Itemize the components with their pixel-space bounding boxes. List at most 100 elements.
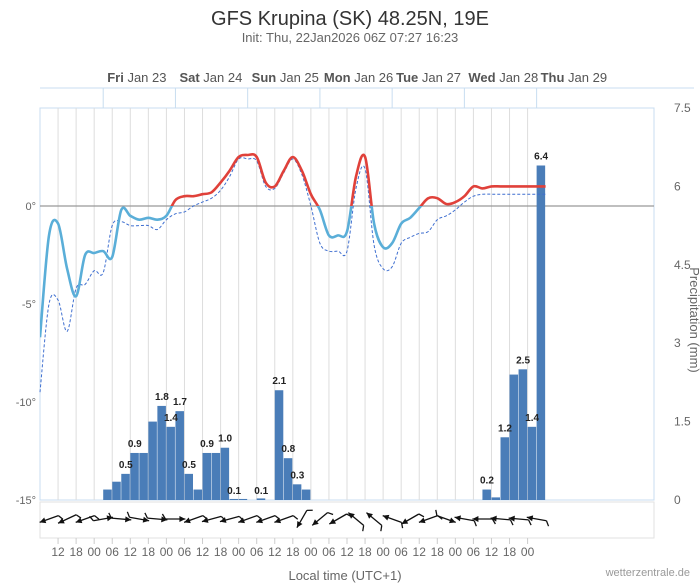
precipitation-bar (130, 452, 139, 500)
wind-barb-head (418, 517, 426, 524)
precipitation-value-label: 1.7 (173, 397, 187, 408)
precipitation-bar (527, 426, 537, 500)
wind-barb-feather (75, 514, 82, 519)
day-label-dow: Mon (324, 70, 351, 85)
day-label-dow: Thu (541, 70, 565, 85)
precipitation-bar (292, 484, 302, 500)
time-tick-label: 18 (286, 545, 300, 559)
temperature-line-cold (40, 206, 423, 338)
precipitation-axis-title: Precipitation (mm) (687, 267, 700, 372)
precipitation-bar (274, 390, 284, 500)
time-tick-label: 00 (449, 545, 463, 559)
precipitation-bar (491, 497, 500, 500)
day-label-dow: Fri (107, 70, 124, 85)
precipitation-bar (211, 452, 221, 500)
wind-barb-feather (362, 525, 365, 532)
wind-barb (296, 509, 313, 528)
temperature-850-line (39, 157, 546, 393)
day-label: Thu Jan 29 (541, 70, 607, 85)
precipitation-value-label: 6.4 (534, 151, 548, 162)
wind-barb-feather (545, 520, 550, 527)
precipitation-value-label: 1.0 (218, 434, 232, 445)
wind-barb (108, 512, 132, 523)
wind-barb-feather (108, 512, 112, 519)
time-tick-label: 12 (268, 545, 282, 559)
time-tick-label: 18 (142, 545, 156, 559)
wind-barb (508, 515, 532, 526)
day-label: Sun Jan 25 (252, 70, 319, 85)
wind-barb-feather (491, 518, 496, 525)
time-tick-label: 06 (250, 545, 264, 559)
time-tick-label: 12 (485, 545, 499, 559)
temperature-tick-label: -15° (16, 495, 36, 507)
wind-barb (274, 514, 299, 524)
time-tick-label: 12 (340, 545, 354, 559)
temperature-axis: 0° -5° -10° -15° (16, 201, 36, 507)
day-label-dow: Tue (396, 70, 418, 85)
time-tick-label: 18 (214, 545, 228, 559)
day-label: Fri Jan 23 (107, 70, 166, 85)
grid (40, 108, 654, 500)
precipitation-bar (220, 447, 230, 500)
precipitation-bar (283, 458, 293, 500)
temperature-tick-label: -5° (22, 299, 36, 311)
x-axis-title: Local time (UTC+1) (288, 568, 401, 583)
precipitation-bar (518, 369, 528, 500)
time-tick-label: 18 (358, 545, 372, 559)
precipitation-tick-label: 3 (674, 336, 681, 350)
wind-barb-head (312, 519, 319, 526)
precipitation-bar (193, 489, 203, 500)
wind-barb-head (348, 512, 355, 519)
wind-barb-head (366, 512, 373, 519)
wind-barb-feather (418, 513, 425, 518)
time-tick-label: 06 (467, 545, 481, 559)
wind-barb-head (274, 517, 282, 524)
time-tick-label: 18 (503, 545, 517, 559)
day-label-date: Jan 25 (276, 70, 319, 85)
wind-barb-head (401, 518, 409, 524)
precipitation-axis: 7.5 6 4.5 3 1.5 0 (674, 101, 691, 507)
day-label: Sat Jan 24 (179, 70, 242, 85)
precipitation-value-label: 0.1 (227, 486, 241, 497)
precipitation-bar (256, 498, 266, 500)
precipitation-value-label: 0.5 (182, 460, 196, 471)
precipitation-bar (500, 437, 510, 500)
precipitation-bar (301, 489, 311, 500)
wind-barb-head (201, 517, 209, 523)
precipitation-value-label: 2.5 (516, 355, 530, 366)
wind-barb-head (179, 516, 186, 522)
precipitation-bar (229, 498, 239, 500)
wind-barb-head (256, 517, 263, 524)
wind-barb (366, 512, 383, 532)
time-tick-label: 00 (376, 545, 390, 559)
day-label-dow: Wed (468, 70, 495, 85)
day-label-date: Jan 28 (496, 70, 539, 85)
precipitation-bar (184, 473, 193, 500)
day-label-dow: Sat (179, 70, 200, 85)
precipitation-bar (238, 498, 248, 500)
day-label: Wed Jan 28 (468, 70, 538, 85)
wind-barb-head (449, 517, 456, 524)
precipitation-bar (166, 426, 175, 500)
wind-barb-feather (527, 519, 532, 526)
time-tick-label: 12 (413, 545, 427, 559)
wind-barb (311, 511, 334, 526)
precipitation-bar (482, 489, 491, 500)
temperature-tick-label: 0° (25, 201, 36, 213)
wind-barb (490, 515, 514, 526)
wind-barb-feather (509, 519, 514, 526)
time-tick-label: 06 (178, 545, 192, 559)
wind-barb-head (454, 515, 461, 522)
precipitation-bar (121, 473, 130, 500)
wind-barb-head (382, 514, 390, 521)
wind-barb (89, 515, 114, 522)
wind-barb (526, 515, 550, 527)
time-tick-label: 00 (160, 545, 174, 559)
wind-barb (161, 513, 186, 522)
time-tick-label: 00 (304, 545, 318, 559)
precipitation-bar (148, 421, 157, 500)
day-label-date: Jan 23 (124, 70, 167, 85)
precipitation-value-label: 0.3 (290, 470, 304, 481)
wind-barb (454, 515, 477, 527)
time-tick-label: 18 (69, 545, 83, 559)
